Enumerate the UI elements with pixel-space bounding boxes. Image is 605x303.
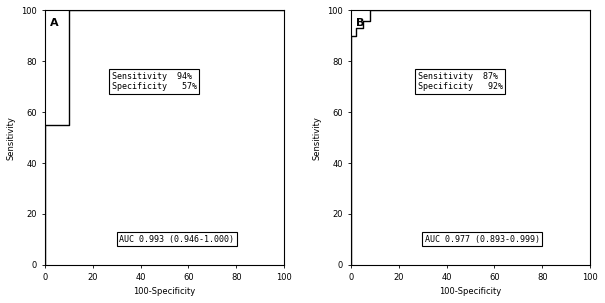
Y-axis label: Sensitivity: Sensitivity xyxy=(7,116,16,160)
Text: AUC 0.977 (0.893-0.999): AUC 0.977 (0.893-0.999) xyxy=(425,235,540,244)
X-axis label: 100-Specificity: 100-Specificity xyxy=(439,287,502,296)
Y-axis label: Sensitivity: Sensitivity xyxy=(313,116,322,160)
Text: Sensitivity  87%
Specificity   92%: Sensitivity 87% Specificity 92% xyxy=(418,72,503,92)
Text: B: B xyxy=(356,18,364,28)
X-axis label: 100-Specificity: 100-Specificity xyxy=(134,287,195,296)
Text: Sensitivity  94%
Specificity   57%: Sensitivity 94% Specificity 57% xyxy=(112,72,197,92)
Text: AUC 0.993 (0.946-1.000): AUC 0.993 (0.946-1.000) xyxy=(119,235,234,244)
Text: A: A xyxy=(50,18,58,28)
